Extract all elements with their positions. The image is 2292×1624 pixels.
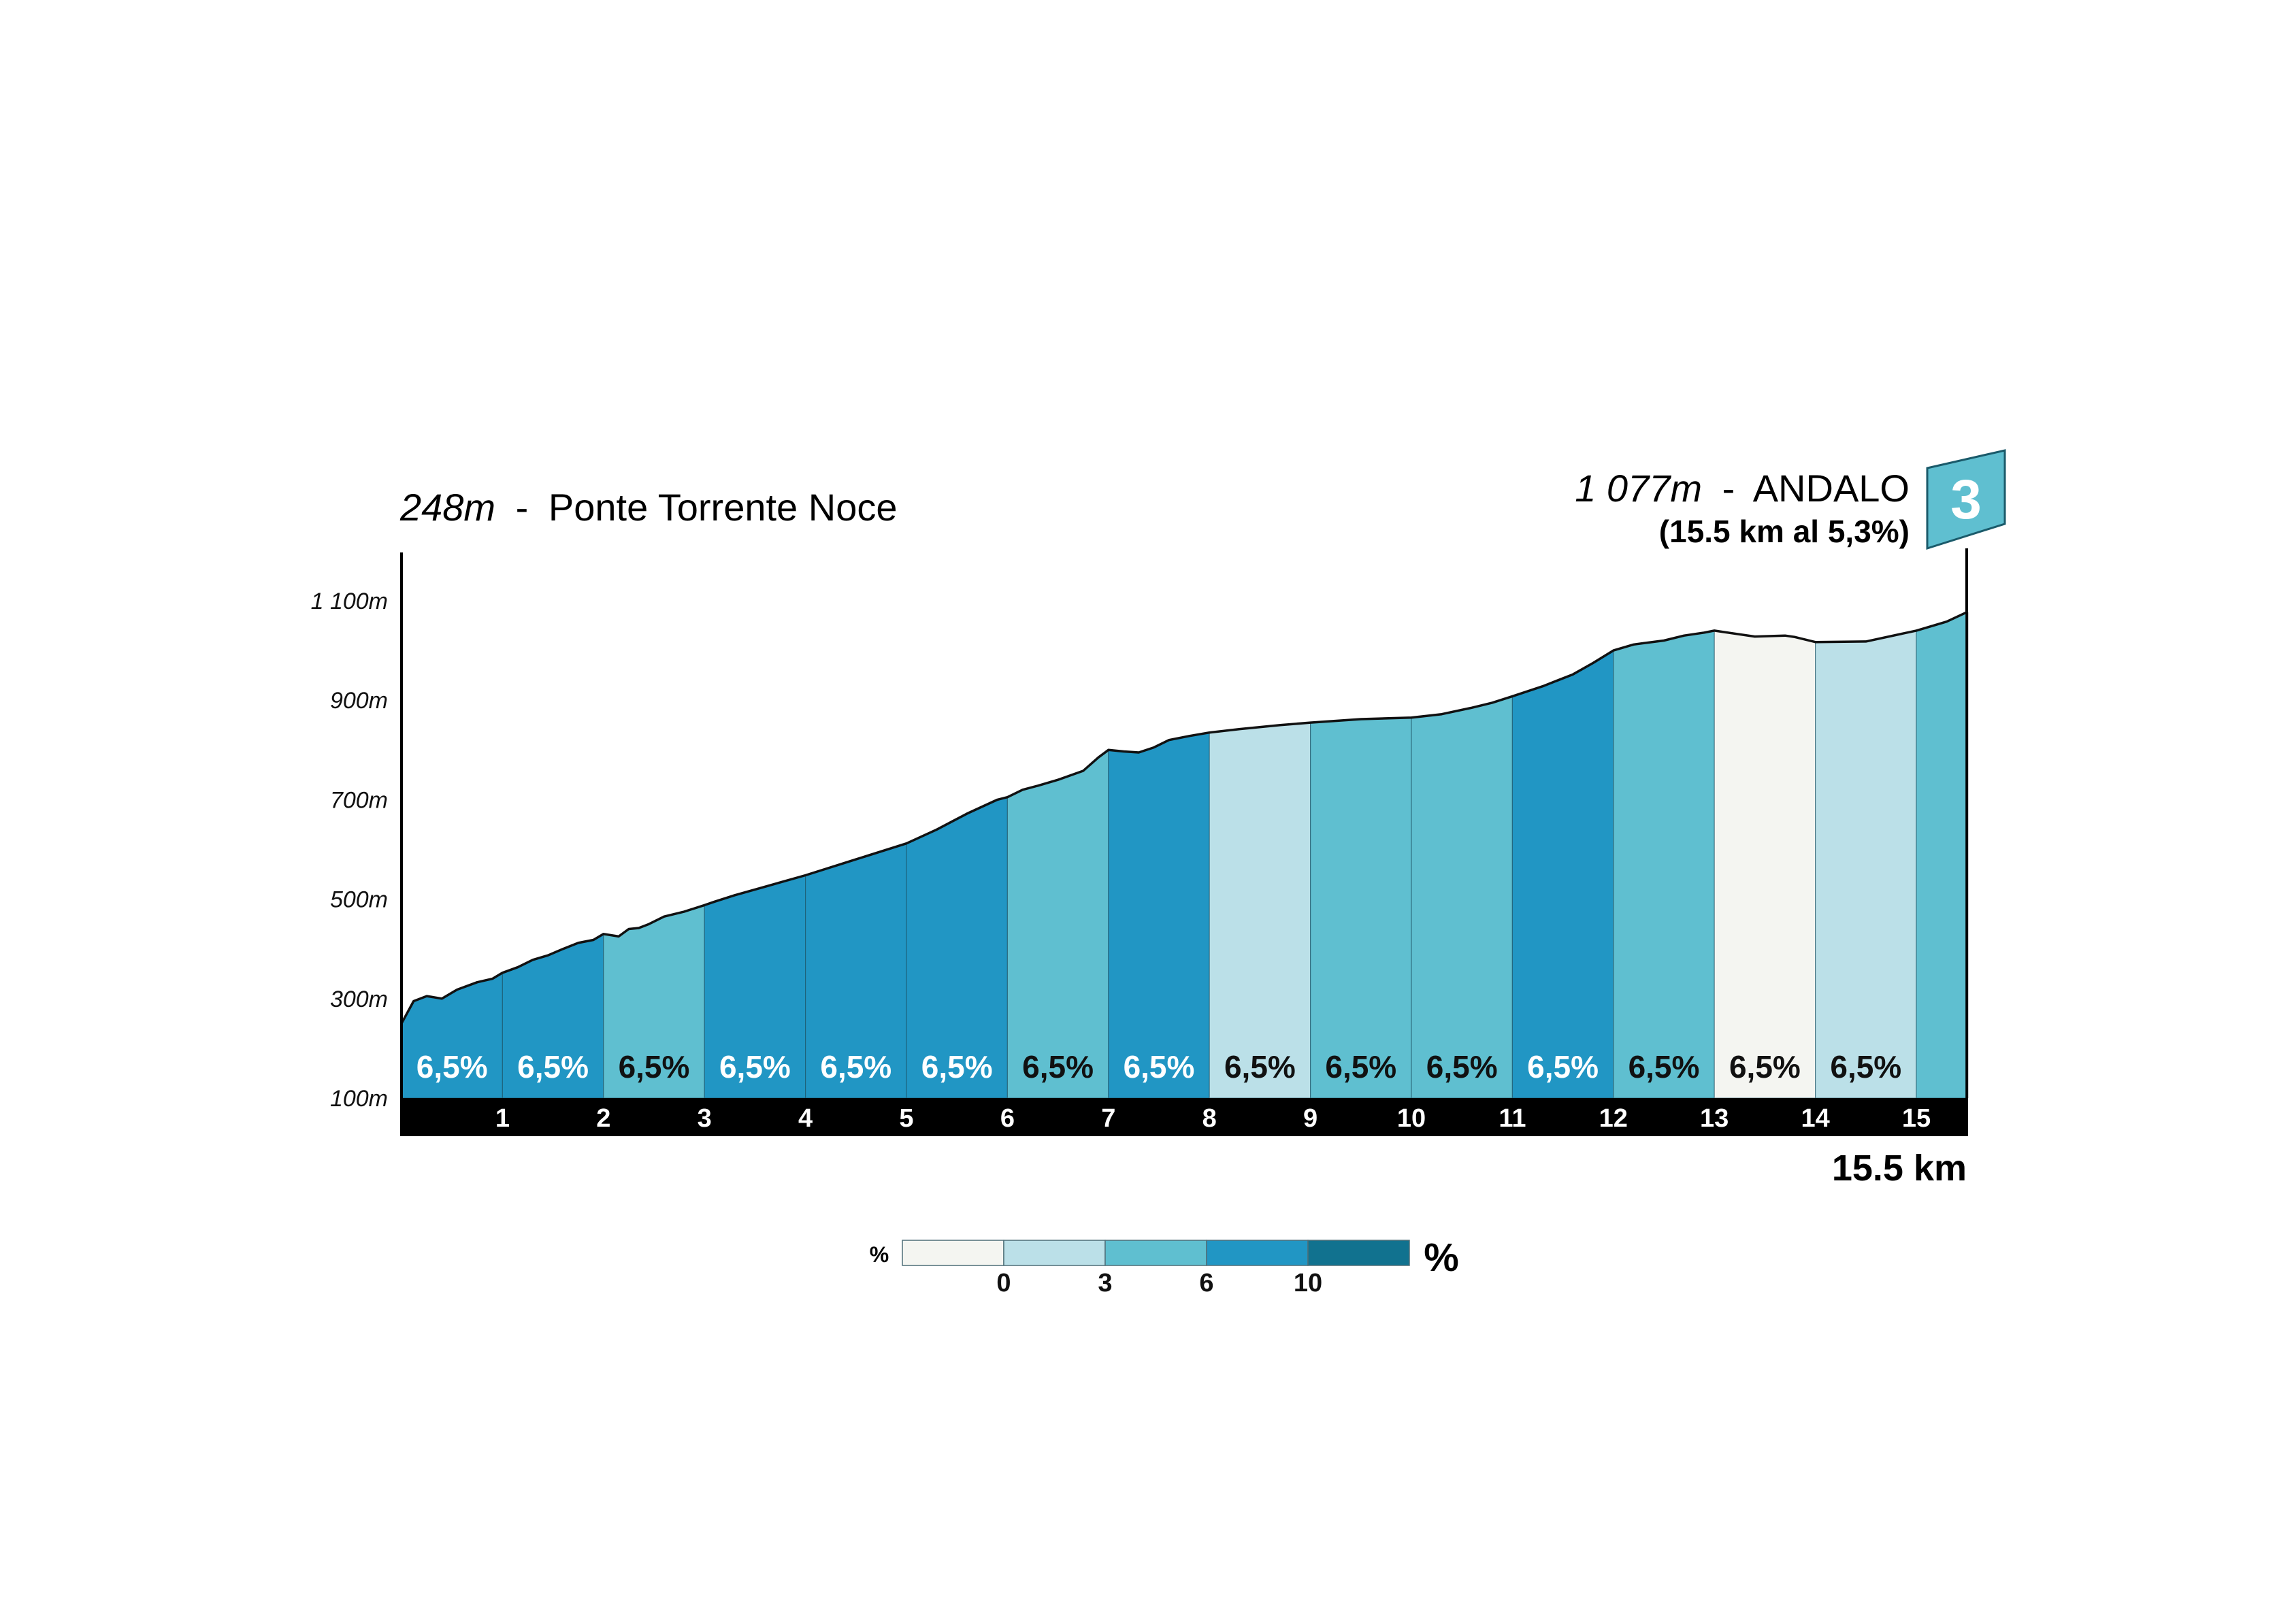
x-tick-label: 14 bbox=[1801, 1104, 1829, 1133]
y-tick-label: 500m bbox=[330, 887, 388, 913]
segment-gradient-label: 6,5% bbox=[1124, 1049, 1195, 1084]
category-number: 3 bbox=[1950, 469, 1982, 531]
legend-swatch bbox=[1206, 1240, 1309, 1266]
x-tick-label: 11 bbox=[1499, 1104, 1526, 1133]
segment-gradient-label: 6,5% bbox=[1022, 1049, 1094, 1084]
total-distance-label: 15.5 km bbox=[1832, 1148, 1967, 1189]
y-tick-label: 900m bbox=[330, 688, 388, 714]
segment-gradient-label: 6,5% bbox=[1325, 1049, 1396, 1084]
legend-tick-label: 0 bbox=[996, 1269, 1011, 1297]
x-tick-label: 7 bbox=[1101, 1104, 1115, 1133]
elevation-profile-line bbox=[400, 611, 1967, 1025]
x-tick-label: 9 bbox=[1303, 1104, 1317, 1133]
segment-gradient-label: 6,5% bbox=[719, 1049, 791, 1084]
x-tick-label: 3 bbox=[698, 1104, 712, 1133]
x-tick-label: 13 bbox=[1700, 1104, 1729, 1133]
gradient-segment bbox=[1815, 630, 1917, 1099]
gradient-segment bbox=[1309, 717, 1412, 1099]
start-label: 248m - Ponte Torrente Noce bbox=[399, 486, 898, 529]
y-tick-layer: 100m 300m 500m 700m 900m 1 100m bbox=[311, 589, 388, 1112]
segment-gradient-label: 6,5% bbox=[1426, 1049, 1498, 1084]
category-flag-shape bbox=[1926, 449, 2006, 550]
segment-gradient-label: 6,5% bbox=[1628, 1049, 1700, 1084]
profile-layer: 6,5% 6,5% 6,5% 6,5% 6,5% 6,5% 6,5% 6,5% 6,5% 6,5%… bbox=[400, 611, 1969, 1099]
y-tick-label: 1 100m bbox=[311, 589, 388, 614]
finish-label: 1 077m - ANDALO bbox=[1575, 467, 1910, 510]
x-tick-label: 12 bbox=[1599, 1104, 1628, 1133]
y-tick-label: 300m bbox=[330, 987, 388, 1012]
segment-gradient-label: 6,5% bbox=[619, 1049, 690, 1084]
start-separator: - bbox=[516, 486, 529, 529]
segment-gradient-label: 6,5% bbox=[820, 1049, 891, 1084]
gradient-segment bbox=[1714, 630, 1816, 1099]
gradient-segment bbox=[1916, 611, 1967, 1099]
x-tick-label: 6 bbox=[1000, 1104, 1015, 1133]
x-tick-layer: 1 2 3 4 5 6 7 8 9 10 11 12 13 14 15 bbox=[495, 1104, 1931, 1133]
finish-name: ANDALO bbox=[1753, 467, 1910, 510]
legend-tick-label: 3 bbox=[1098, 1269, 1112, 1297]
segment-gradient-label: 6,5% bbox=[921, 1049, 993, 1084]
segment-gradient-label: 6,5% bbox=[1830, 1049, 1901, 1084]
category-flag: 3 bbox=[1926, 449, 2006, 550]
segment-gradient-label: 6,5% bbox=[517, 1049, 589, 1084]
legend-left-symbol: % bbox=[870, 1242, 889, 1267]
gradient-segment bbox=[1006, 749, 1109, 1099]
km-bar bbox=[400, 1098, 1968, 1136]
start-name: Ponte Torrente Noce bbox=[549, 486, 898, 529]
gradient-legend: % 0 3 6 10 % bbox=[870, 1236, 1459, 1297]
segment-gradient-label: 6,5% bbox=[1729, 1049, 1801, 1084]
x-tick-label: 2 bbox=[596, 1104, 610, 1133]
gradient-segment bbox=[1613, 630, 1715, 1099]
x-tick-label: 5 bbox=[899, 1104, 913, 1133]
legend-tick-label: 10 bbox=[1294, 1269, 1322, 1297]
finish-summary: (15.5 km al 5,3%) bbox=[1659, 514, 1910, 549]
x-tick-label: 4 bbox=[798, 1104, 813, 1133]
finish-separator: - bbox=[1722, 467, 1735, 510]
gradient-segment bbox=[1411, 695, 1513, 1099]
segment-gradient-label: 6,5% bbox=[1527, 1049, 1599, 1084]
y-tick-label: 100m bbox=[330, 1086, 388, 1112]
gradient-segment bbox=[1511, 650, 1614, 1099]
finish-elevation: 1 077m bbox=[1575, 467, 1702, 510]
x-tick-label: 15 bbox=[1902, 1104, 1931, 1133]
x-tick-label: 8 bbox=[1202, 1104, 1217, 1133]
legend-swatch bbox=[1003, 1240, 1106, 1266]
x-tick-label: 10 bbox=[1397, 1104, 1426, 1133]
legend-swatch bbox=[1307, 1240, 1410, 1266]
legend-swatch bbox=[902, 1240, 1004, 1266]
legend-right-symbol: % bbox=[1424, 1236, 1459, 1280]
legend-tick-label: 6 bbox=[1199, 1269, 1213, 1297]
y-tick-label: 700m bbox=[330, 787, 388, 813]
legend-swatches: 0 3 6 10 bbox=[902, 1240, 1410, 1297]
legend-swatch bbox=[1104, 1240, 1207, 1266]
start-elevation: 248m bbox=[399, 486, 495, 529]
segment-gradient-label: 6,5% bbox=[1224, 1049, 1296, 1084]
gradient-segment bbox=[1108, 731, 1210, 1099]
segment-gradient-label: 6,5% bbox=[416, 1049, 488, 1084]
x-tick-label: 1 bbox=[495, 1104, 510, 1133]
gradient-segment bbox=[1209, 722, 1311, 1099]
